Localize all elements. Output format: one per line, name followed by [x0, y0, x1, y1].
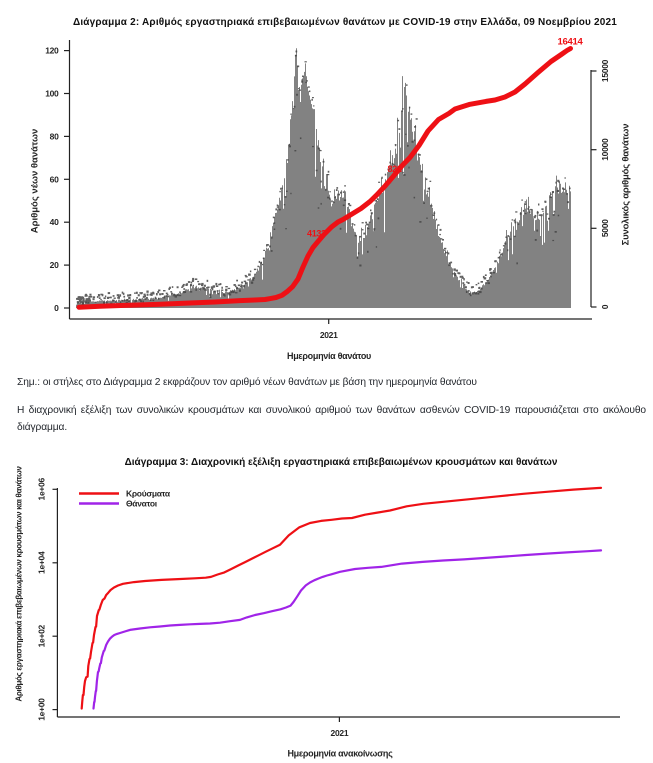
- svg-text:2021: 2021: [331, 728, 349, 738]
- svg-text:Διάγραμμα 2: Αριθμός εργαστηρι: Διάγραμμα 2: Αριθμός εργαστηριακά επιβεβ…: [73, 17, 617, 28]
- svg-text:Θάνατοι: Θάνατοι: [126, 499, 158, 509]
- svg-text:120: 120: [45, 46, 59, 56]
- svg-text:1e+02: 1e+02: [37, 624, 47, 647]
- svg-text:0: 0: [54, 303, 59, 313]
- svg-text:Κρούσματα: Κρούσματα: [126, 489, 171, 499]
- svg-text:Ημερομηνία θανάτου: Ημερομηνία θανάτου: [287, 351, 371, 361]
- svg-text:15000: 15000: [600, 59, 610, 82]
- svg-text:16414: 16414: [558, 37, 584, 48]
- svg-text:80: 80: [50, 131, 59, 141]
- svg-text:1e+00: 1e+00: [37, 698, 47, 721]
- svg-text:Ημερομηνία ανακοίνωσης: Ημερομηνία ανακοίνωσης: [287, 749, 393, 759]
- svg-text:1e+06: 1e+06: [37, 478, 47, 501]
- svg-text:10000: 10000: [600, 138, 610, 161]
- svg-text:2021: 2021: [320, 330, 338, 340]
- svg-text:Συνολικός αριθμός θανάτων: Συνολικός αριθμός θανάτων: [621, 124, 632, 246]
- svg-text:822: 822: [388, 164, 402, 174]
- svg-text:Αριθμός εργαστηριακά επιβεβαιω: Αριθμός εργαστηριακά επιβεβαιωμένων κρου…: [15, 466, 24, 702]
- svg-text:1e+04: 1e+04: [37, 551, 47, 574]
- svg-text:40: 40: [50, 217, 59, 227]
- svg-text:20: 20: [50, 260, 59, 270]
- svg-text:5000: 5000: [600, 219, 610, 237]
- svg-text:60: 60: [50, 174, 59, 184]
- svg-text:100: 100: [45, 89, 59, 99]
- svg-text:4133: 4133: [307, 229, 326, 239]
- svg-text:Αριθμός νέων θανάτων: Αριθμός νέων θανάτων: [30, 129, 41, 234]
- svg-text:Διάγραμμα 3: Διαχρονική εξέλιξ: Διάγραμμα 3: Διαχρονική εξέλιξη εργαστηρ…: [125, 457, 558, 468]
- svg-text:0: 0: [600, 304, 610, 309]
